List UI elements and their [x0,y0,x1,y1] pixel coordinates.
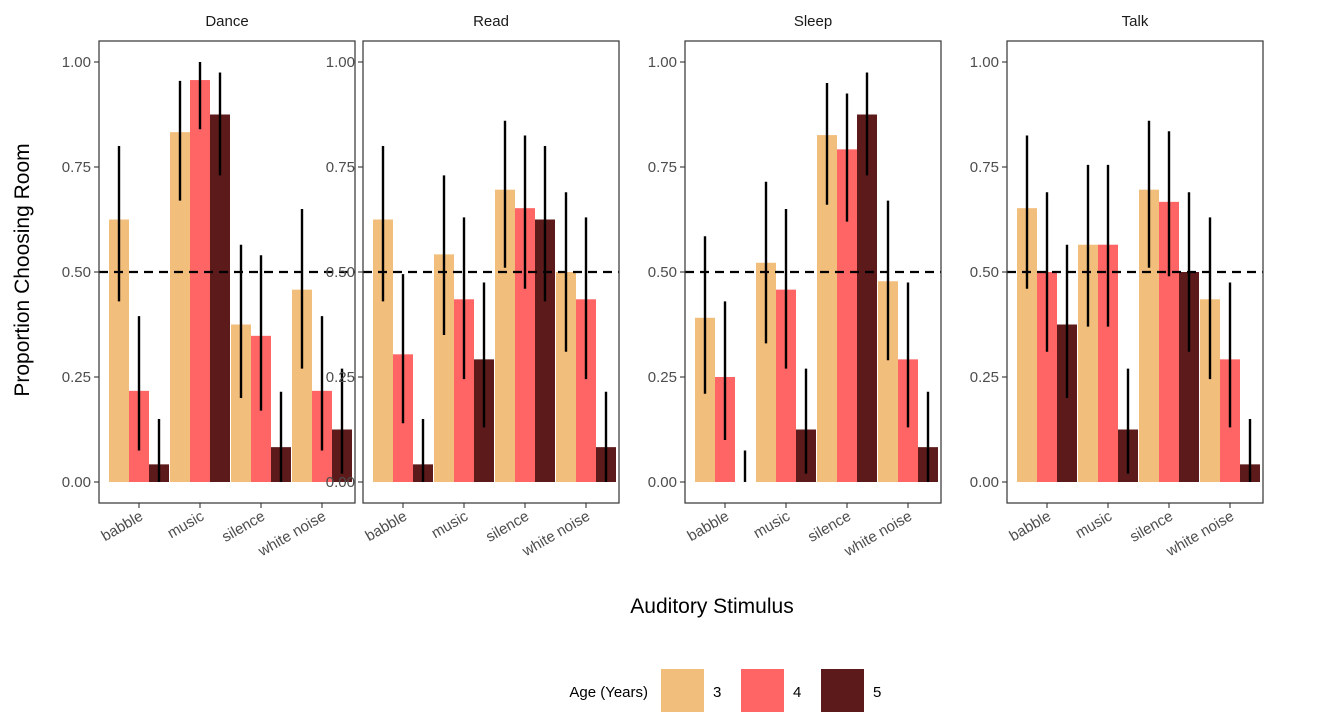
x-tick-label: babble [684,508,732,545]
bar [170,132,190,482]
bar [434,254,454,482]
bar [231,324,251,482]
y-tick-label: 0.00 [326,474,355,491]
facet-panel: Sleep 0.00 0.25 0.50 0.75 1.00 babble music sile… [648,13,942,561]
bar [1098,244,1118,482]
x-tick-label: white noise [841,508,915,561]
facet-panel: Dance 0.00 0.25 0.50 0.75 1.00 babble music sile… [62,13,356,561]
x-tick-label: silence [1127,508,1176,546]
x-tick-label: music [1073,507,1116,542]
legend-key [821,669,864,712]
x-tick-label: silence [219,508,268,546]
bar [210,114,230,482]
bar [1078,244,1098,482]
bar [1139,189,1159,482]
facet-title: Sleep [794,13,832,30]
bar [515,208,535,482]
bar [373,219,393,482]
y-tick-label: 1.00 [970,54,999,71]
y-tick-label: 1.00 [62,54,91,71]
legend-key [661,669,704,712]
y-tick-label: 0.00 [648,474,677,491]
bar [1057,324,1077,482]
y-tick-label: 0.00 [970,474,999,491]
facet-panel: Talk 0.00 0.25 0.50 0.75 1.00 babble music silen… [970,13,1264,561]
facets: Dance 0.00 0.25 0.50 0.75 1.00 babble music sile… [62,13,1264,561]
y-tick-label: 0.75 [62,159,91,176]
y-tick-label: 0.75 [648,159,677,176]
legend-label: 3 [713,684,721,701]
y-tick-label: 0.25 [648,369,677,386]
bar [190,80,210,482]
legend-title: Age (Years) [569,684,648,701]
bar [878,281,898,482]
bar [454,299,474,482]
y-tick-label: 0.25 [62,369,91,386]
x-tick-label: silence [483,508,532,546]
legend-key [741,669,784,712]
facet-title: Read [473,13,509,30]
y-tick-label: 0.50 [648,264,677,281]
y-tick-label: 0.75 [326,159,355,176]
bar [695,317,715,482]
bar [109,219,129,482]
y-tick-label: 0.25 [326,369,355,386]
legend: Age (Years) 3 4 5 [569,669,881,712]
facet-panel: Read 0.00 0.25 0.50 0.75 1.00 babble music silen… [326,13,620,561]
legend-label: 5 [873,684,881,701]
y-tick-label: 1.00 [326,54,355,71]
bar [292,289,312,482]
x-tick-label: babble [362,508,410,545]
bar [857,114,877,482]
bar [837,149,857,483]
y-tick-label: 1.00 [648,54,677,71]
y-tick-label: 0.75 [970,159,999,176]
bar [495,189,515,482]
bar [1179,272,1199,482]
bar [576,299,596,482]
facet-title: Dance [205,13,248,30]
x-tick-label: white noise [255,508,329,561]
legend-label: 4 [793,684,801,701]
x-tick-label: white noise [1163,508,1237,561]
bar [1017,208,1037,482]
bar [756,262,776,482]
bar [817,135,837,482]
y-axis-title: Proportion Choosing Room [11,143,34,396]
x-tick-label: silence [805,508,854,546]
x-tick-label: music [429,507,472,542]
x-tick-label: babble [1006,508,1054,545]
bar [1200,299,1220,482]
bar [776,289,796,482]
y-tick-label: 0.50 [62,264,91,281]
y-tick-label: 0.00 [62,474,91,491]
x-axis-title: Auditory Stimulus [630,595,793,618]
x-tick-label: babble [98,508,146,545]
x-tick-label: white noise [519,508,593,561]
bar [1037,272,1057,482]
x-tick-label: music [751,507,794,542]
bar [556,272,576,482]
y-tick-label: 0.50 [326,264,355,281]
facet-title: Talk [1122,13,1149,30]
bar [535,219,555,482]
y-tick-label: 0.50 [970,264,999,281]
x-tick-label: music [165,507,208,542]
y-tick-label: 0.25 [970,369,999,386]
